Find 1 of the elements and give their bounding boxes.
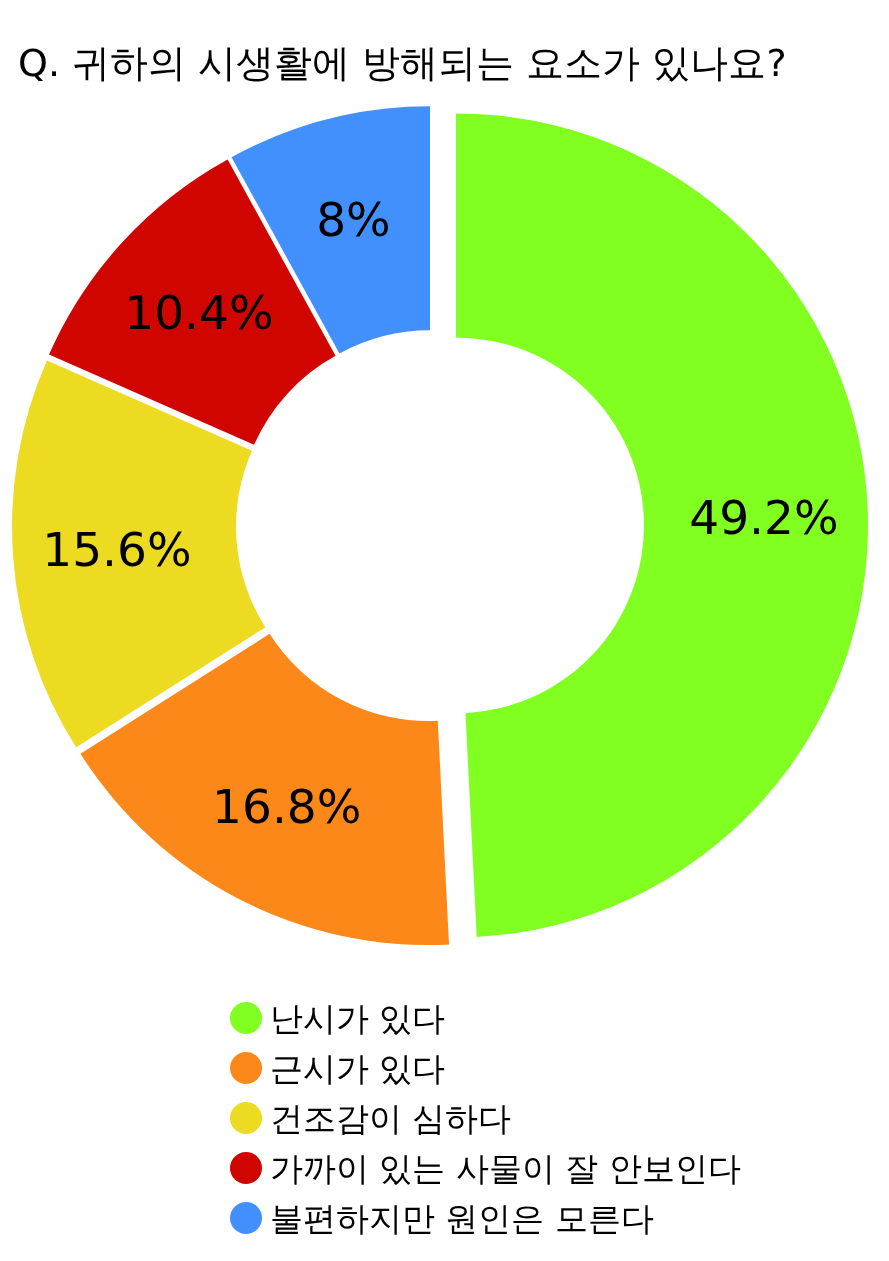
title: Q. 귀하의 시생활에 방해되는 요소가 있나요? (18, 41, 787, 85)
